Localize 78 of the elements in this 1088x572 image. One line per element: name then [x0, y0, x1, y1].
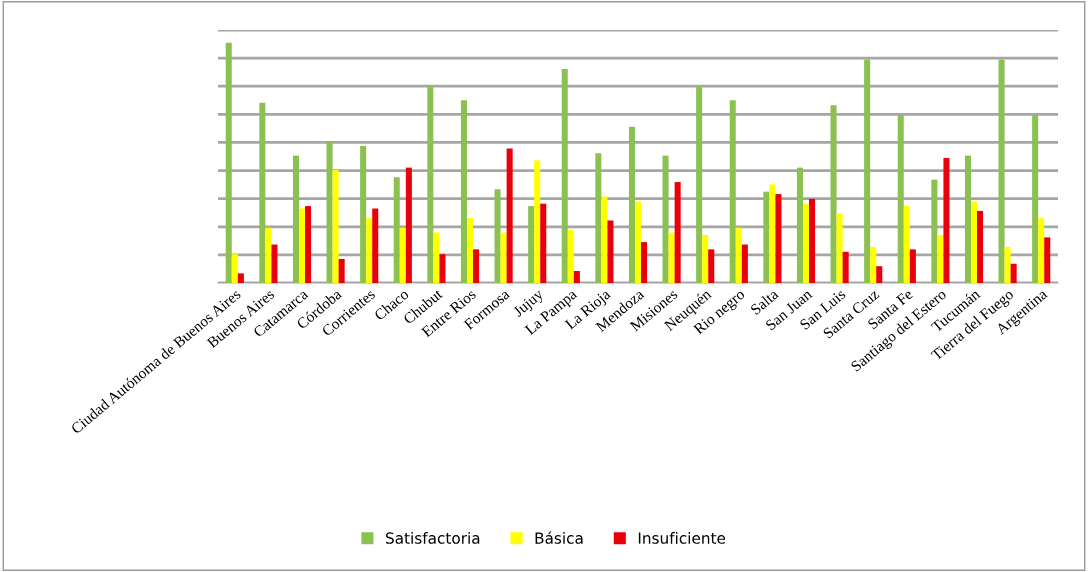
bar — [540, 203, 547, 283]
bar — [634, 201, 642, 283]
bar — [567, 230, 574, 283]
bar — [561, 69, 568, 283]
bar — [943, 158, 950, 283]
bar — [573, 270, 580, 283]
bar — [870, 246, 877, 283]
bar — [641, 242, 648, 283]
bar — [305, 206, 312, 283]
bar — [735, 227, 742, 283]
bar — [393, 177, 400, 283]
bar — [842, 251, 849, 283]
bar — [466, 218, 474, 283]
bar — [876, 266, 883, 283]
bar — [769, 184, 776, 283]
bar — [702, 234, 709, 283]
bar — [1004, 246, 1011, 283]
bar — [970, 201, 978, 283]
bar — [460, 100, 467, 283]
bar — [775, 194, 782, 283]
bar — [237, 273, 244, 283]
bar — [265, 227, 272, 283]
bar — [674, 182, 681, 283]
bar — [1032, 114, 1039, 283]
legend-label: Básica — [535, 531, 583, 544]
bar — [405, 167, 412, 283]
bar — [909, 249, 916, 283]
bar — [662, 155, 669, 283]
bar — [338, 258, 345, 283]
bar — [500, 232, 507, 283]
bar — [271, 244, 278, 283]
bar — [708, 249, 715, 283]
bar — [937, 234, 944, 283]
bar — [259, 102, 266, 283]
bar — [830, 105, 837, 283]
bar — [506, 148, 513, 283]
bar — [494, 189, 501, 283]
bar — [292, 155, 299, 283]
bar — [473, 249, 480, 283]
bar — [439, 254, 446, 283]
bar — [534, 160, 541, 283]
bar — [1044, 237, 1051, 283]
bar — [763, 191, 770, 283]
bar — [595, 153, 602, 283]
bar — [366, 218, 373, 283]
bar — [360, 146, 367, 283]
bar — [326, 141, 333, 283]
legend-label: Satisfactoria — [385, 532, 480, 544]
bar — [836, 213, 843, 283]
bar — [1010, 263, 1017, 283]
bar — [998, 59, 1005, 283]
bar — [802, 203, 810, 283]
bar — [372, 208, 379, 283]
bar — [809, 198, 816, 283]
bar — [528, 206, 535, 283]
bar — [741, 244, 748, 283]
bar — [433, 232, 440, 283]
bar — [964, 155, 971, 283]
bar — [796, 167, 803, 283]
bar — [628, 126, 635, 283]
bar — [977, 210, 984, 283]
bar — [903, 206, 910, 283]
bar — [399, 227, 406, 283]
bar — [332, 170, 339, 283]
bar — [225, 42, 232, 283]
bar — [231, 254, 238, 283]
bar — [931, 179, 938, 283]
bar — [729, 100, 736, 283]
bar — [601, 196, 608, 283]
legend-label: Insuficiente — [638, 532, 726, 544]
bar — [696, 85, 703, 283]
bar — [607, 220, 614, 283]
bar — [298, 208, 306, 283]
bar — [668, 232, 675, 283]
bar — [427, 85, 434, 283]
bar — [1038, 218, 1045, 283]
bar — [864, 59, 871, 283]
bar — [897, 114, 904, 283]
